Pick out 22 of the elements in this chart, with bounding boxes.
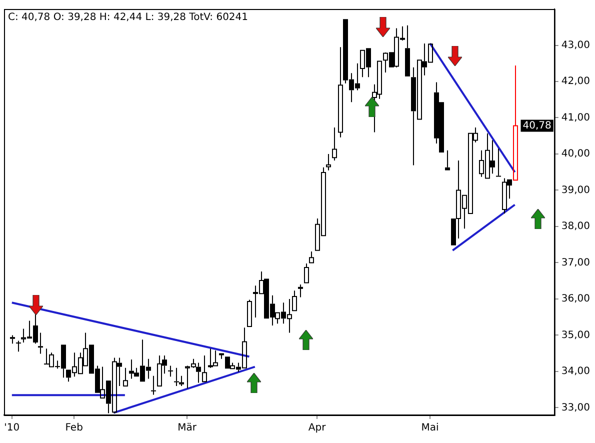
x-tick-label: Mai: [421, 422, 439, 434]
y-tick-label: 43,00: [561, 40, 590, 51]
x-tick-label: '10: [4, 422, 20, 434]
text: 40,78: [522, 120, 552, 132]
x-tick-label: Apr: [308, 422, 327, 434]
y-tick-label: 40,00: [561, 148, 590, 160]
candlestick: [38, 332, 43, 354]
chart-title: C: 40,78 O: 39,28 H: 42,44 L: 39,28 TotV: 60241: [8, 12, 248, 23]
candlestick: [326, 154, 331, 171]
y-tick-label: 41,00: [561, 112, 590, 124]
x-tick-label: Feb: [65, 422, 83, 434]
y-tick-label: 39,00: [561, 184, 590, 196]
y-tick-label: 38,00: [561, 221, 590, 232]
x-tick-label: Mär: [178, 422, 198, 434]
y-tick-label: 33,00: [561, 402, 590, 414]
candlestick: [338, 46, 343, 138]
y-tick-label: 37,00: [561, 257, 590, 268]
y-tick-label: 36,00: [561, 294, 590, 305]
y-tick-label: 34,00: [561, 366, 590, 378]
y-tick-label: 42,00: [561, 76, 590, 88]
candlestick: [16, 340, 21, 352]
y-tick-label: 35,00: [561, 330, 590, 341]
